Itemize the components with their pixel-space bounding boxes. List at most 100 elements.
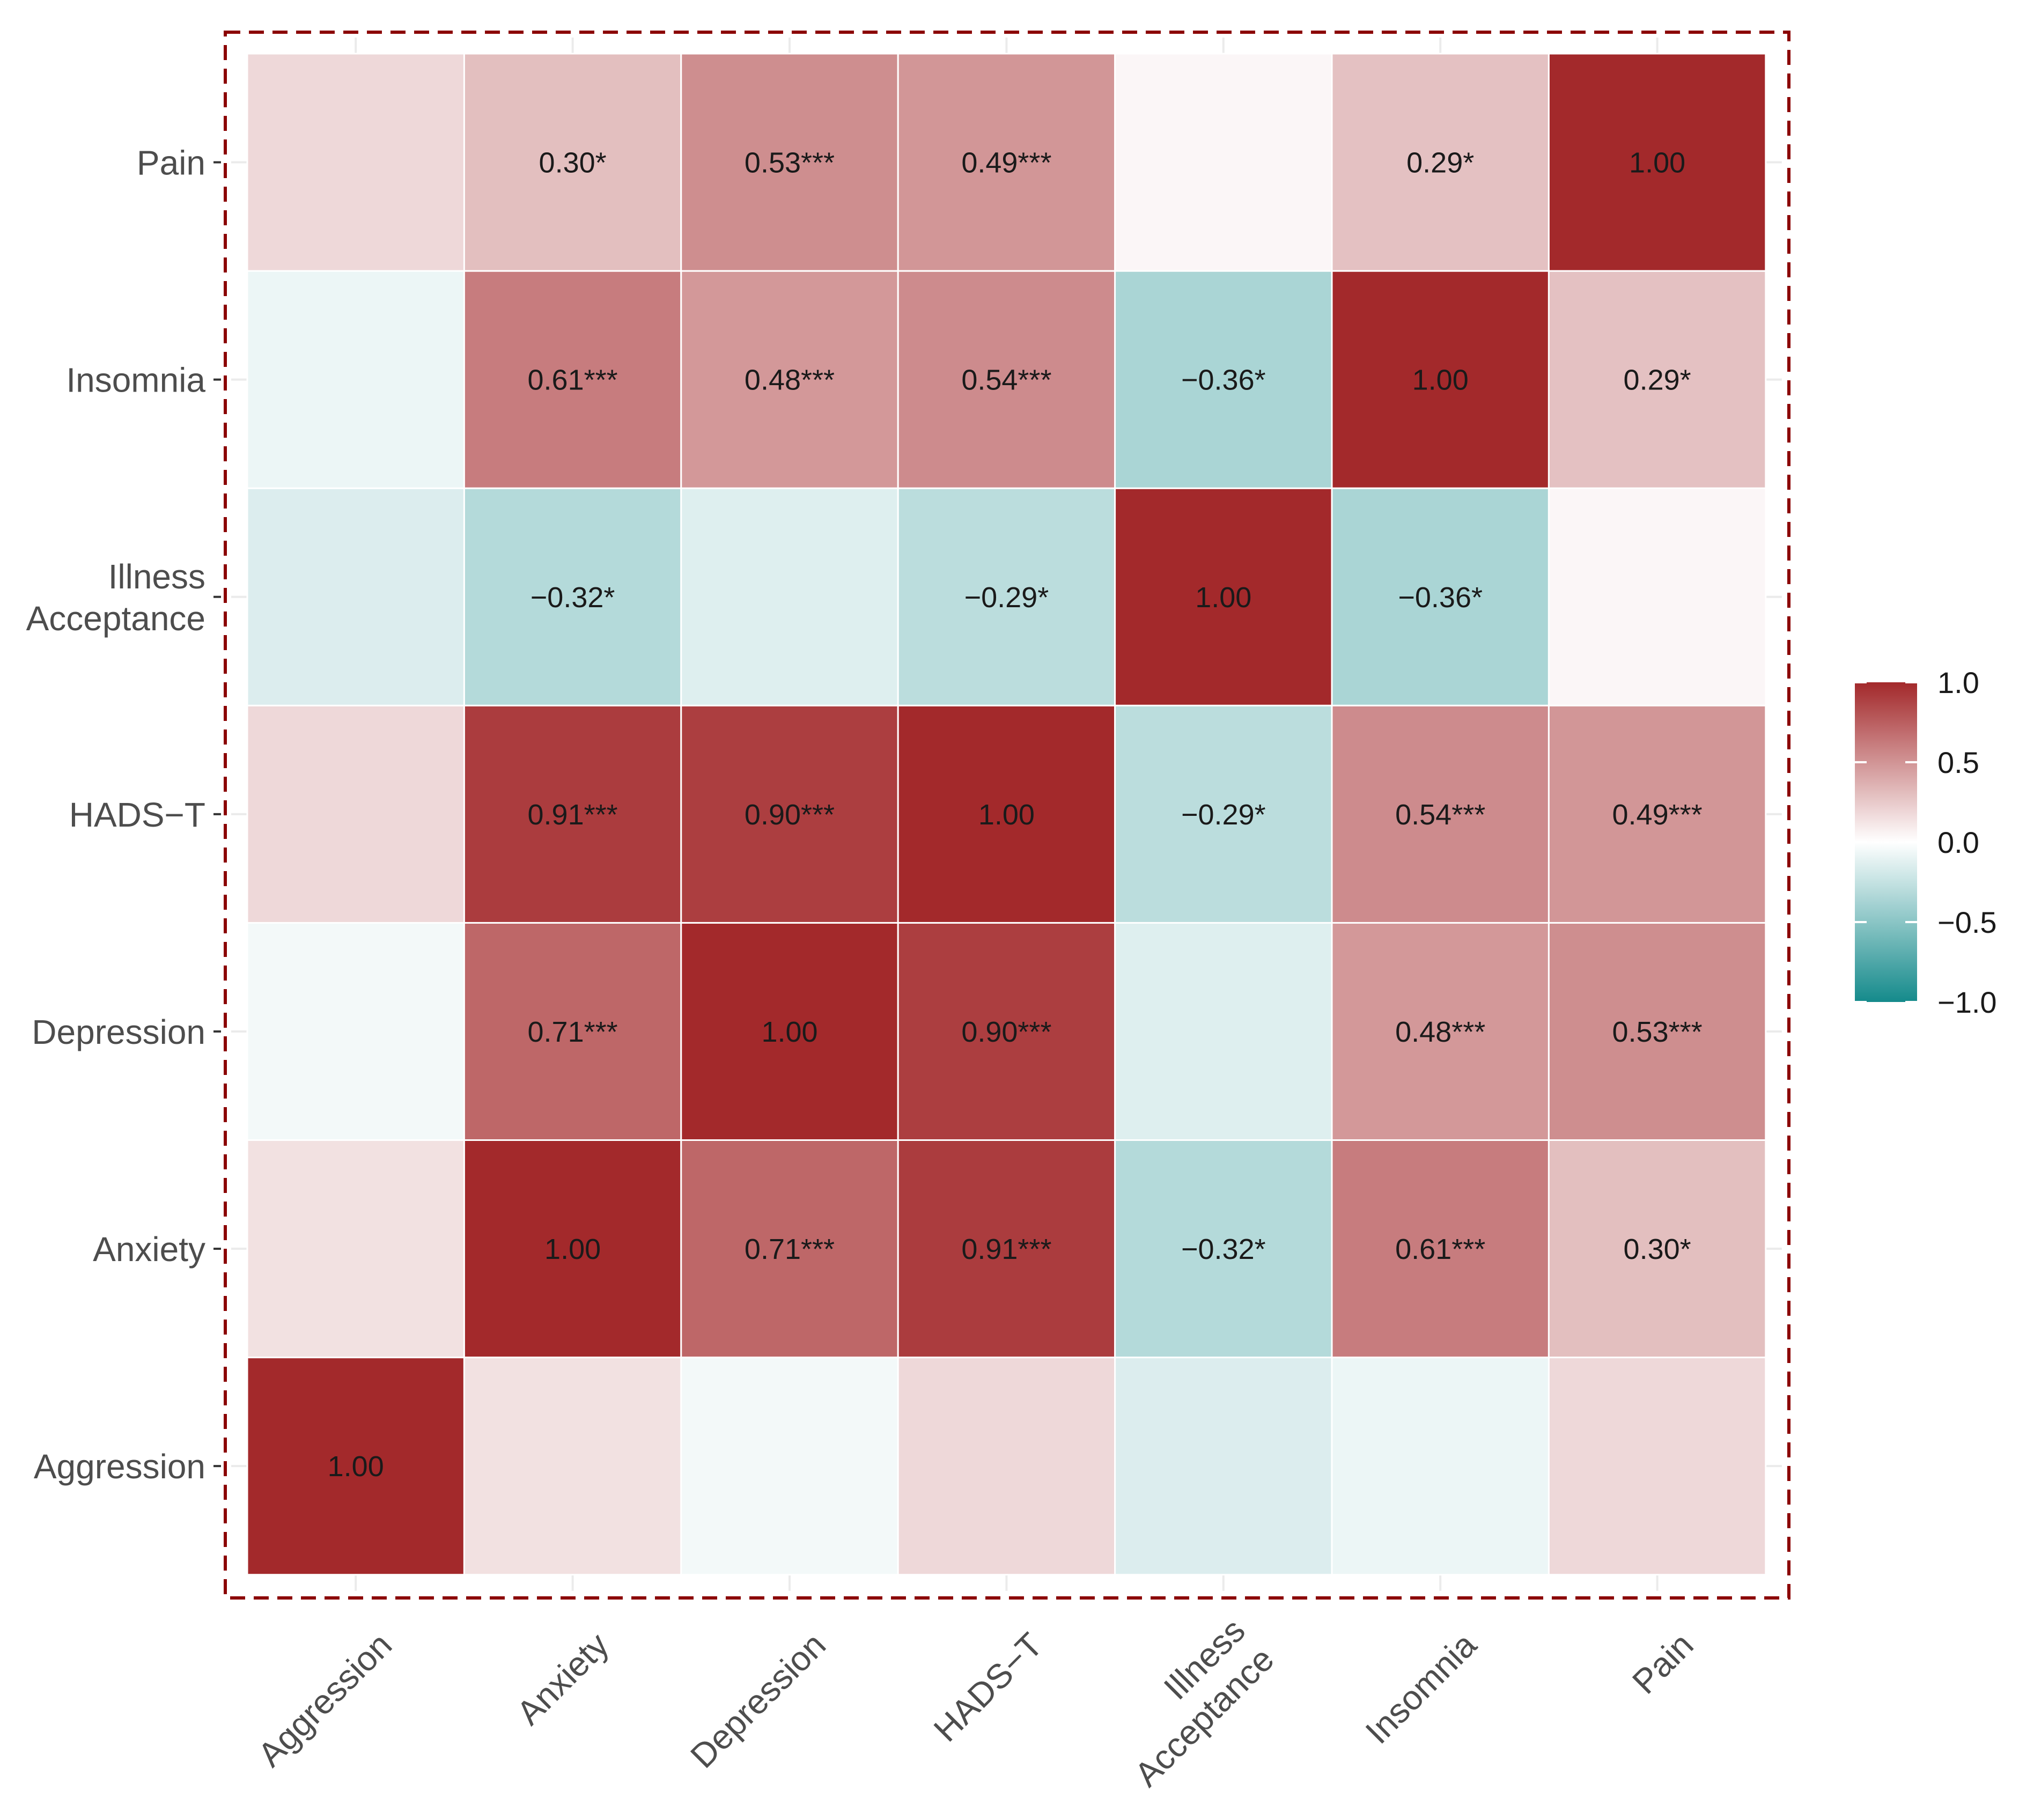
heatmap-cell [897,487,1116,706]
y-tick-label-line: HADS−T [69,795,205,834]
y-tick-label-line: Pain [137,144,205,182]
heatmap-cell [897,922,1116,1141]
heatmap-cell [1331,1357,1550,1576]
heatmap-cell [1114,922,1333,1141]
legend-tick-label: 1.0 [1937,666,1979,699]
cell-value-label: 0.71*** [745,1233,835,1265]
heatmap-cell [897,53,1116,272]
cell-value-label: 1.00 [1412,364,1469,396]
y-tick-label: Depression [32,1013,205,1051]
heatmap-cell [1331,487,1550,706]
cell-value-label: 1.00 [1195,581,1251,614]
cell-value-label: −0.29* [1181,799,1266,831]
heatmap-cell [1331,1139,1550,1359]
cell-value-label: −0.36* [1181,364,1266,396]
heatmap-cell [1331,270,1550,489]
heatmap-cell [897,704,1116,924]
heatmap-cell [463,704,682,924]
legend-tick-label: 0.0 [1937,826,1979,859]
cell-value-label: 0.29* [1624,364,1691,396]
heatmap-cells [246,53,1767,1576]
heatmap-cell [463,487,682,706]
cell-value-label: 0.48*** [1395,1016,1485,1048]
heatmap-cell [246,270,465,489]
heatmap-cell [463,1357,682,1576]
heatmap-cell [1548,487,1767,706]
heatmap-cell [1548,1357,1767,1576]
heatmap-cell [246,1357,465,1576]
cell-value-label: 0.90*** [961,1016,1051,1048]
heatmap-cell [897,1139,1116,1359]
heatmap-cell [680,922,899,1141]
cell-value-label: 0.53*** [1612,1016,1703,1048]
y-tick-label: Pain [137,144,205,182]
cell-value-label: −0.32* [1181,1233,1266,1265]
heatmap-cell [680,704,899,924]
legend-tick-label: −1.0 [1937,985,1997,1019]
heatmap-cell [1548,270,1767,489]
y-tick-label-line: Acceptance [26,599,205,638]
heatmap-cell [246,487,465,706]
heatmap-cell [897,1357,1116,1576]
y-tick-label-line: Illness [108,557,205,596]
heatmap-cell [1114,1357,1333,1576]
heatmap-cell [246,1139,465,1359]
heatmap-cell [246,704,465,924]
cell-value-label: 1.00 [761,1016,817,1048]
cell-value-label: 1.00 [328,1450,384,1483]
heatmap-cell [463,270,682,489]
y-tick-label-line: Aggression [34,1447,205,1486]
cell-value-label: 0.53*** [745,147,835,179]
heatmap-cell [680,1357,899,1576]
cell-value-label: −0.36* [1398,581,1483,614]
y-tick-label: HADS−T [69,795,205,834]
heatmap-cell [1548,922,1767,1141]
heatmap-cell [680,487,899,706]
y-tick-label-line: Insomnia [66,361,205,400]
cell-value-label: 1.00 [978,799,1035,831]
heatmap-cell [680,1139,899,1359]
cell-value-label: 0.49*** [1612,799,1703,831]
cell-value-label: 1.00 [544,1233,601,1265]
cell-value-label: 0.71*** [528,1016,618,1048]
y-tick-label: Insomnia [66,361,205,400]
heatmap-cell [1548,1139,1767,1359]
cell-value-label: 0.29* [1406,147,1474,179]
heatmap-cell [680,53,899,272]
y-tick-label-line: Depression [32,1013,205,1051]
heatmap-cell [463,922,682,1141]
heatmap-cell [680,270,899,489]
cell-value-label: 0.30* [1624,1233,1691,1265]
cell-value-label: 0.54*** [1395,799,1485,831]
cell-value-label: 0.49*** [961,147,1051,179]
cell-value-label: 0.54*** [961,364,1051,396]
legend-tick-label: −0.5 [1937,905,1997,939]
cell-value-label: 0.48*** [745,364,835,396]
color-legend: 1.0 0.5 0.0 −0.5 −1.0 [1855,666,1997,1019]
legend-tick-label: 0.5 [1937,746,1979,779]
panel-border [224,31,1790,1600]
y-tick-label-line: Anxiety [93,1230,205,1269]
heatmap-cell [1331,704,1550,924]
y-tick-label: Aggression [34,1447,205,1486]
cell-value-label: 1.00 [1629,147,1685,179]
heatmap-cell [1114,53,1333,272]
cell-value-labels: 1.00 1.00 0.71*** 0.91*** −0.32* 0.61*** 0.30*… [328,147,1703,1483]
cell-value-label: 0.30* [539,147,607,179]
heatmap-cell [1114,487,1333,706]
heatmap-cell [246,53,465,272]
heatmap-cell [246,922,465,1141]
heatmap-cell [463,1139,682,1359]
cell-value-label: 0.61*** [528,364,618,396]
cell-value-label: −0.32* [530,581,615,614]
heatmap-cell [1548,53,1767,272]
cell-value-label: 0.90*** [745,799,835,831]
cell-value-label: 0.91*** [961,1233,1051,1265]
cell-value-label: 0.91*** [528,799,618,831]
cell-value-label: −0.29* [964,581,1049,614]
y-axis: Aggression Anxiety Depression HADS−T Illness… [26,144,221,1486]
cell-value-label: 0.61*** [1395,1233,1485,1265]
